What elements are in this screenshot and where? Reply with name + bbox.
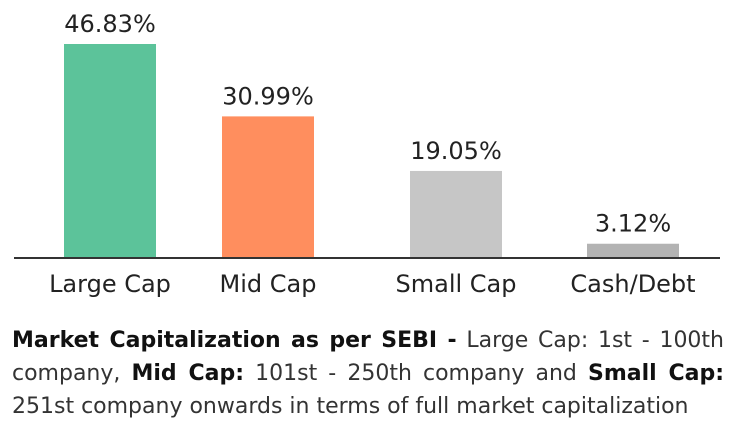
data-label-0: 46.83% <box>64 10 156 38</box>
footnote: Market Capitalization as per SEBI - Larg… <box>12 324 724 423</box>
data-label-3: 3.12% <box>595 210 671 238</box>
small-cap-def-text: 251st company onwards in terms of full m… <box>12 394 689 419</box>
bar-3 <box>587 243 679 258</box>
large-cap-def-text: 1st - 100th company, <box>12 328 725 386</box>
category-label-2: Small Cap <box>396 270 517 298</box>
category-label-3: Cash/Debt <box>570 270 695 298</box>
bar-2 <box>410 170 502 258</box>
large-cap-def-label: Large Cap: <box>466 328 589 353</box>
bar-1 <box>222 116 314 258</box>
data-label-1: 30.99% <box>222 82 314 110</box>
mid-cap-def-text: 101st - 250th company and <box>255 361 577 386</box>
data-label-2: 19.05% <box>410 137 502 165</box>
small-cap-def-label: Small Cap: <box>588 361 725 386</box>
category-label-1: Mid Cap <box>220 270 317 298</box>
category-label-0: Large Cap <box>49 270 171 298</box>
mid-cap-def-label: Mid Cap: <box>131 361 245 386</box>
bar-chart: 46.83% Large Cap 30.99% Mid Cap 19.05% Small … <box>14 10 720 298</box>
bar-0 <box>64 44 156 258</box>
footnote-lead: Market Capitalization as per SEBI - <box>12 328 457 353</box>
